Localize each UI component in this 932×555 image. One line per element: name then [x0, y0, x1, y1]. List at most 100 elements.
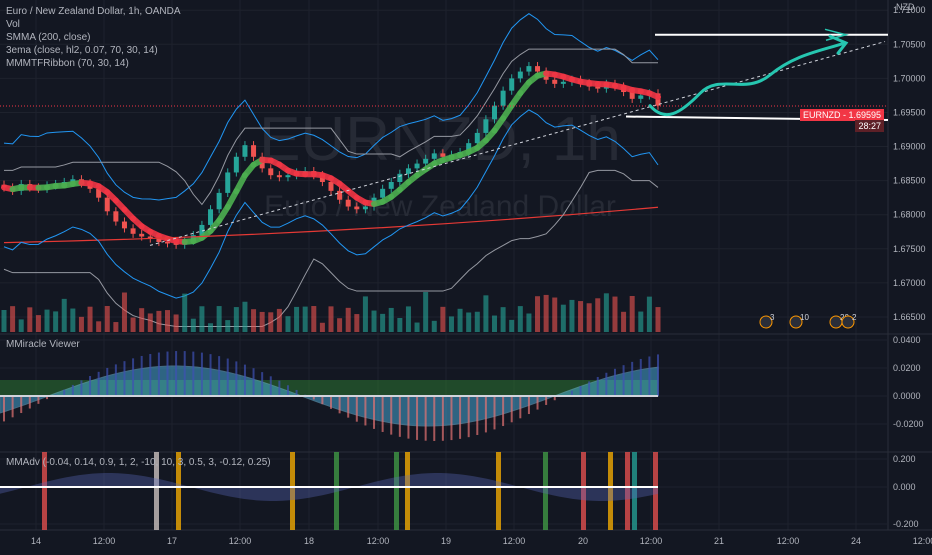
candle-body: [561, 82, 566, 84]
volume-bar: [19, 319, 24, 332]
volume-bar: [647, 297, 652, 332]
candle-body: [122, 222, 127, 229]
pane2-legend: MMiracle Viewer: [6, 338, 80, 351]
pane3-legend: MMAdv (-0.04, 0.14, 0.9, 1, 2, -10, 10, …: [6, 456, 271, 469]
volume-bar: [656, 307, 661, 332]
y-tick-label: 1.66500: [893, 312, 926, 322]
volume-bar: [612, 297, 617, 332]
candle-body: [208, 209, 213, 225]
volume-bar: [88, 307, 93, 332]
candle-body: [526, 66, 531, 71]
event-count: 10: [800, 313, 809, 322]
candle-body: [432, 153, 437, 158]
volume-bar: [604, 293, 609, 332]
volume-bar: [199, 306, 204, 332]
pane2-tick-label: 0.0000: [893, 391, 921, 401]
volume-bar: [621, 312, 626, 332]
volume-bar: [191, 319, 196, 332]
candle-body: [113, 211, 118, 221]
y-tick-label: 1.67500: [893, 244, 926, 254]
candle-body: [638, 95, 643, 98]
volume-bar: [415, 323, 420, 332]
x-tick-label: 12:00: [229, 536, 252, 546]
pane2-tick-label: 0.0400: [893, 335, 921, 345]
x-tick-label: 12:00: [503, 536, 526, 546]
volume-bar: [277, 309, 282, 332]
volume-bar: [552, 298, 557, 332]
volume-bar: [208, 323, 213, 332]
volume-bar: [174, 314, 179, 332]
y-tick-label: 1.68000: [893, 210, 926, 220]
pane3-tick-label: -0.200: [893, 519, 919, 529]
pane3-title: MMAdv (-0.04, 0.14, 0.9, 1, 2, -10, 10, …: [6, 456, 271, 469]
volume-bar: [432, 321, 437, 332]
volume-bar: [380, 314, 385, 332]
x-tick-label: 12:00: [367, 536, 390, 546]
volume-bar: [518, 306, 523, 332]
x-tick-label: 14: [31, 536, 41, 546]
candle-body: [346, 200, 351, 207]
candle-body: [380, 189, 385, 198]
volume-bar: [10, 306, 15, 332]
candle-body: [475, 133, 480, 143]
legend-ribbon: MMMTFRibbon (70, 30, 14): [6, 57, 181, 70]
currency-label: NZD: [896, 2, 915, 12]
candle-body: [285, 175, 290, 177]
candle-body: [105, 198, 110, 212]
legend-smma: SMMA (200, close): [6, 31, 181, 44]
volume-bar: [79, 317, 84, 332]
volume-bar: [595, 298, 600, 332]
volume-bar: [475, 312, 480, 332]
volume-bar: [217, 306, 222, 332]
candle-body: [440, 153, 445, 156]
price-tag-price: 1.69595: [848, 110, 881, 120]
volume-bar: [294, 307, 299, 332]
volume-bar: [165, 310, 170, 332]
candle-body: [535, 66, 540, 71]
candle-body: [492, 106, 497, 120]
event-count: 3: [770, 313, 775, 322]
pane3-tick-label: 0.000: [893, 482, 916, 492]
volume-bar: [535, 296, 540, 332]
y-tick-label: 1.67000: [893, 278, 926, 288]
volume-bar: [578, 301, 583, 332]
candle-body: [277, 175, 282, 177]
volume-bar: [113, 322, 118, 332]
candle-body: [509, 78, 514, 90]
pane3-signal-bar: [394, 452, 399, 530]
volume-bar: [36, 315, 41, 332]
volume-bar: [131, 318, 136, 332]
volume-bar: [96, 321, 101, 332]
volume-bar: [458, 309, 463, 332]
volume-bar: [423, 292, 428, 332]
candle-body: [389, 182, 394, 189]
ribbon-segment: [649, 93, 658, 97]
legend-3ema: 3ema (close, hl2, 0.07, 70, 30, 14): [6, 44, 181, 57]
volume-bar: [561, 305, 566, 332]
volume-bar: [406, 306, 411, 332]
candle-body: [251, 145, 256, 157]
volume-bar: [156, 311, 161, 332]
volume-bar: [526, 314, 531, 332]
candle-body: [131, 228, 136, 233]
volume-bar: [225, 320, 230, 332]
volume-bar: [466, 312, 471, 332]
x-tick-label: 12:00: [93, 536, 116, 546]
volume-bar: [320, 323, 325, 332]
y-tick-label: 1.69000: [893, 142, 926, 152]
volume-bar: [27, 307, 32, 332]
volume-bar: [569, 300, 574, 332]
candle-body: [268, 168, 273, 175]
candle-body: [363, 207, 368, 210]
volume-bar: [397, 318, 402, 332]
volume-bar: [544, 295, 549, 332]
x-tick-label: 12:00: [640, 536, 663, 546]
chart-title: Euro / New Zealand Dollar, 1h, OANDA: [6, 5, 181, 18]
candle-body: [552, 80, 557, 84]
volume-bar: [372, 311, 377, 332]
main-legend: Euro / New Zealand Dollar, 1h, OANDA Vol…: [6, 5, 181, 70]
price-tag-symbol-text: EURNZD: [803, 110, 841, 120]
volume-bar: [303, 307, 308, 332]
event-count: 2: [852, 313, 857, 322]
x-tick-label: 12:00: [913, 536, 932, 546]
